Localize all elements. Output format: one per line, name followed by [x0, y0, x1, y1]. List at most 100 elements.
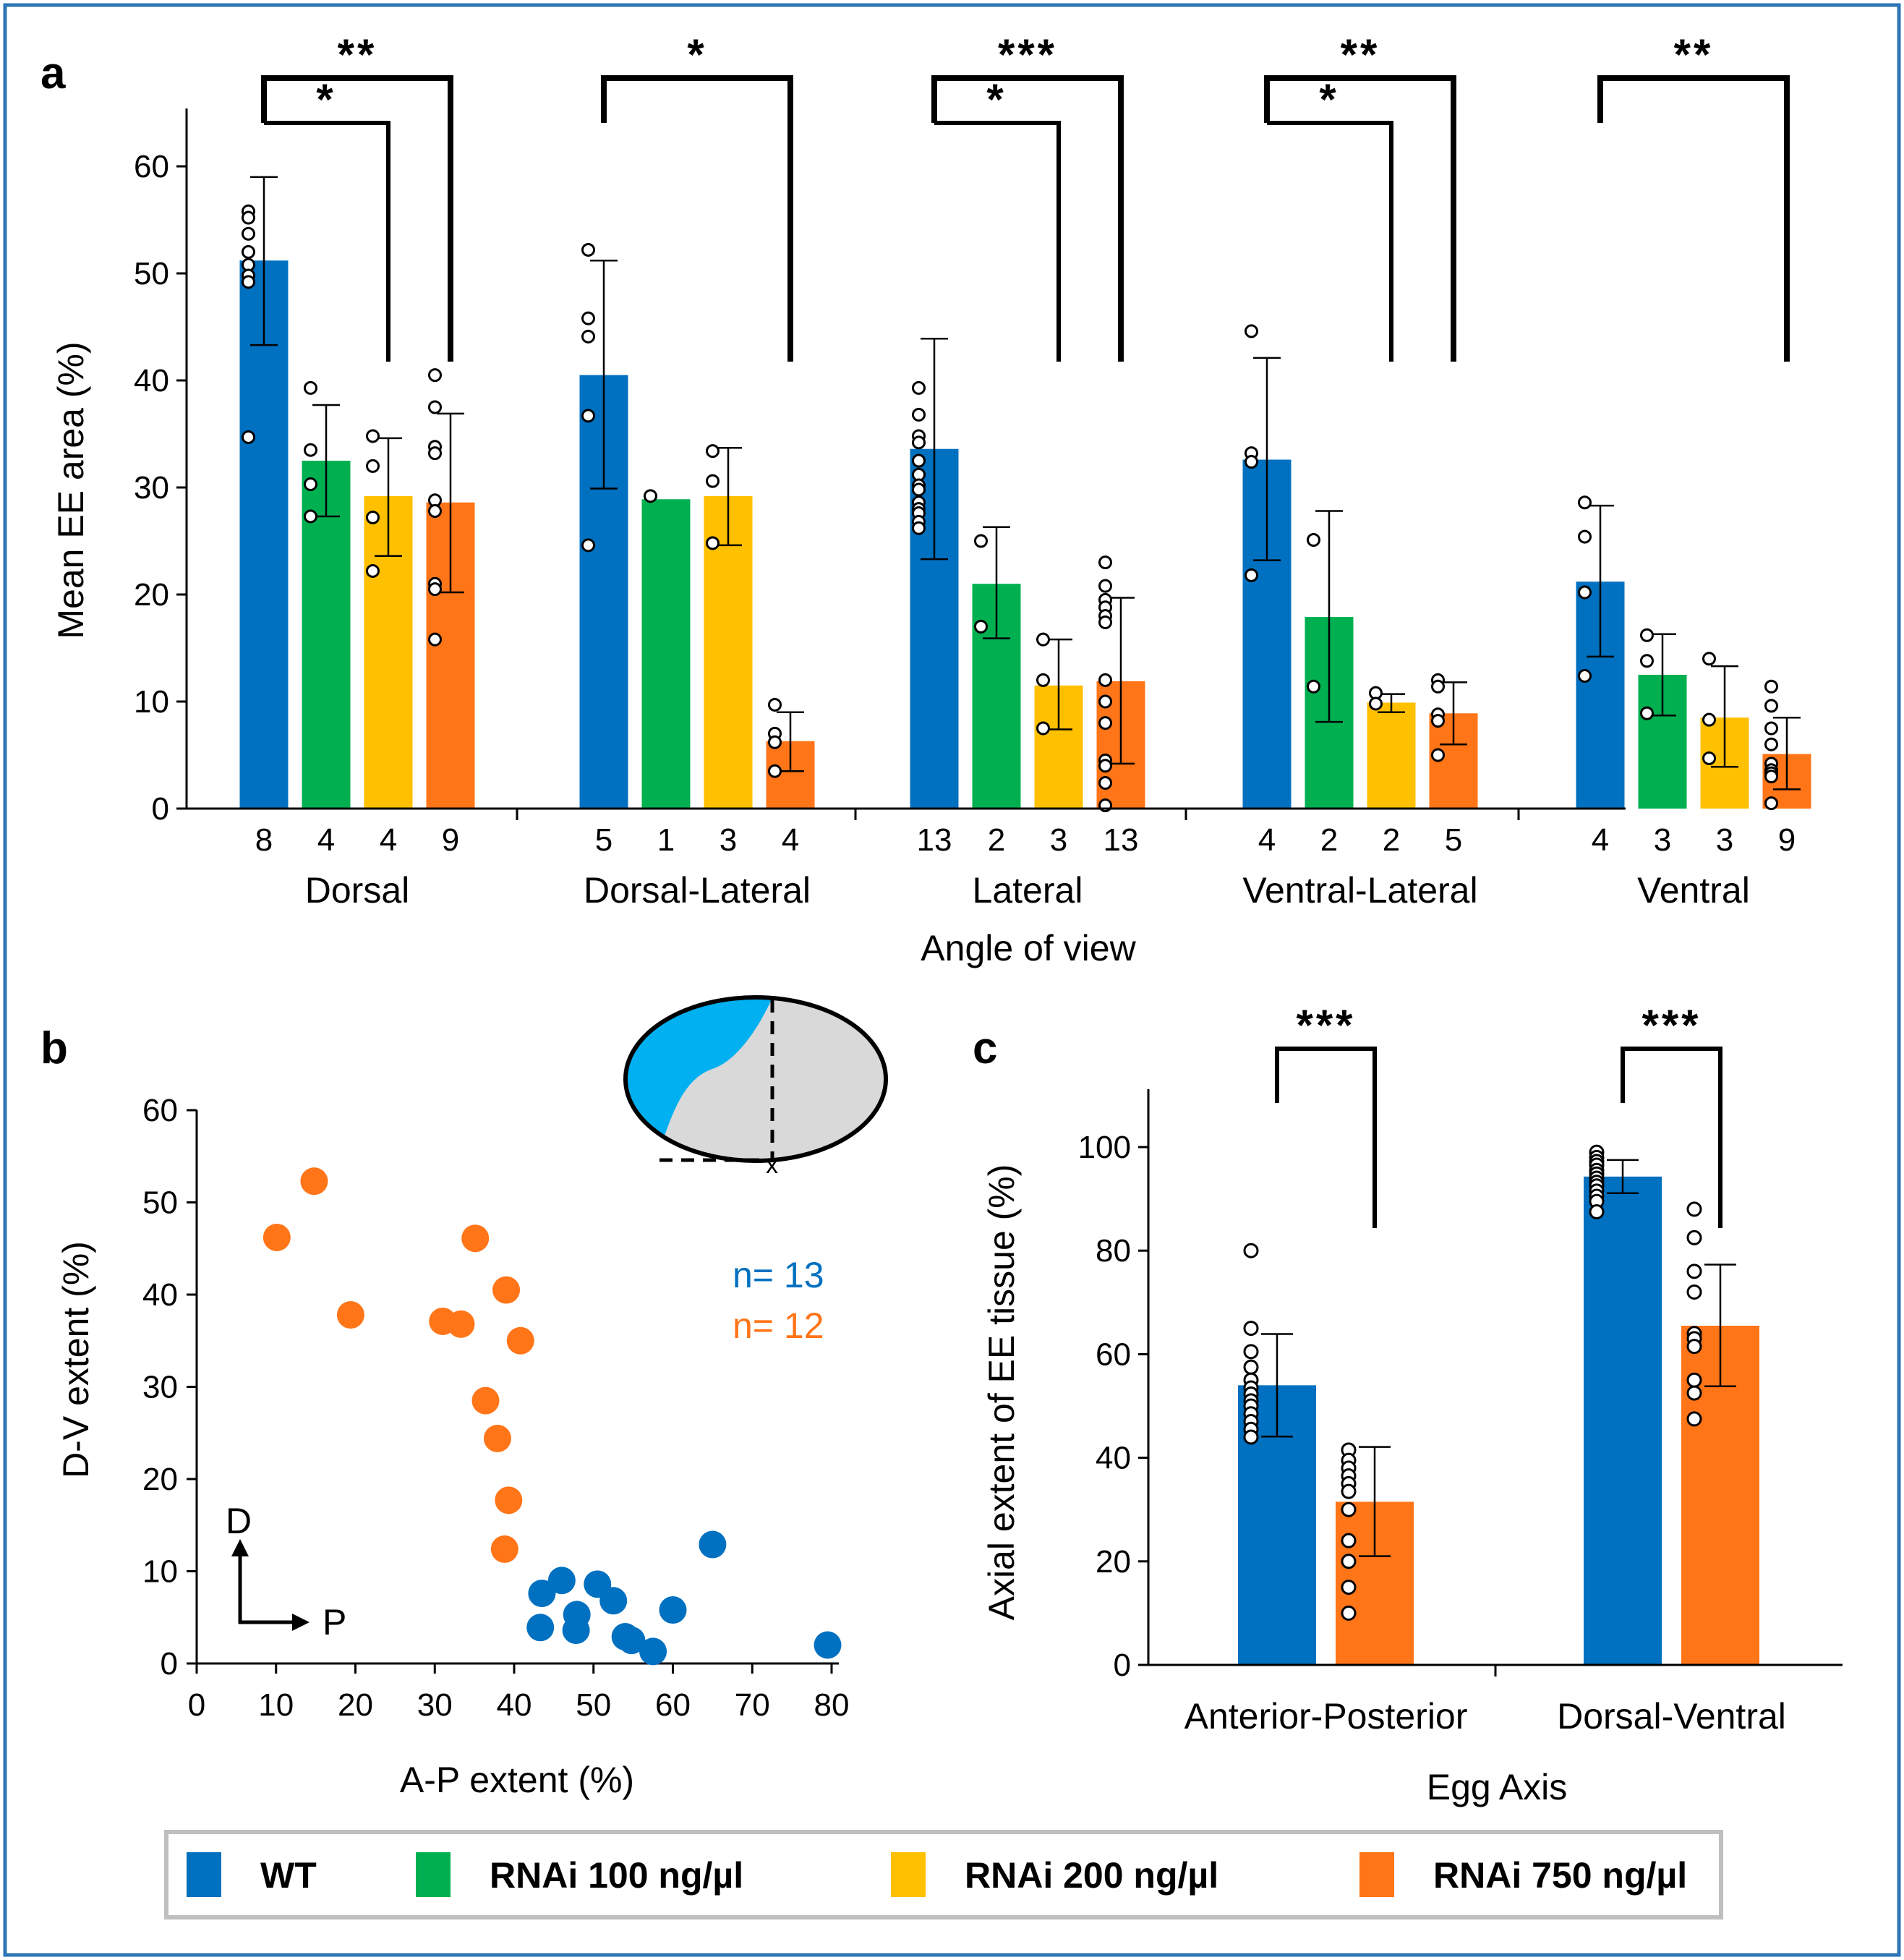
panel-a-x-axis-title: Angle of view [921, 928, 1136, 968]
panel-a-y-axis-title: Mean EE area (%) [51, 341, 91, 639]
group-lateral-n-label: 13 [1103, 822, 1139, 858]
group-lateral-n-label: 3 [1050, 822, 1067, 858]
group-ventral-data-point [1640, 628, 1654, 642]
group-ventral-lateral-data-point [1307, 679, 1320, 694]
group-dorsal-lateral-label: Dorsal-Lateral [584, 870, 811, 911]
group-dorsal-lateral-data-point [768, 697, 782, 712]
group-dorsal-significance-bracket [261, 75, 453, 362]
rnai-scatter-point [300, 1167, 328, 1196]
panel-b-axes: 0 10 20 30 40 50 60 0 10 20 30 40 50 60 70 80 [142, 1093, 849, 1723]
group-ventral-lateral-data-point [1307, 533, 1320, 547]
group-lateral-data-point [912, 521, 926, 535]
group-dorsal-data-point [242, 244, 255, 259]
group-ventral-lateral-bar [1367, 702, 1416, 809]
panel-c-significance: *** *** [1275, 1001, 1722, 1228]
dorsal-label: D [226, 1501, 252, 1541]
group-dorsal-bar [239, 260, 289, 809]
panel-b-y-axis-title: D-V extent (%) [56, 1241, 96, 1478]
group-ventral-lateral-data-point [1369, 696, 1383, 711]
legend-label-rnai-200: RNAi 200 ng/µl [965, 1855, 1218, 1896]
panel-a-axes: 0 10 20 30 40 50 60 Dorsal Dorsal-Lateral Lateral… [134, 108, 1750, 911]
group-dorsal-data-point [366, 563, 380, 578]
panel-c-bars [1238, 1144, 1759, 1665]
y-tick-label: 0 [1114, 1648, 1131, 1683]
group-dorsal-lateral-significance-stars: * [687, 30, 706, 79]
legend-swatch-rnai-100 [416, 1852, 451, 1897]
panel-c-letter: c [973, 1023, 997, 1073]
panel-b-letter: b [40, 1023, 68, 1073]
dorsal-arrow-head [231, 1539, 249, 1556]
group-anterior-posterior-significance-bracket [1275, 1047, 1377, 1228]
group-ventral-data-point [1702, 712, 1716, 727]
y-tick-label: 60 [1096, 1337, 1131, 1372]
x-tick-label: 80 [814, 1687, 850, 1723]
group-ventral-lateral-label: Ventral-Lateral [1242, 870, 1477, 911]
group-dorsal-lateral-data-point [581, 242, 595, 257]
legend-label-rnai-100: RNAi 100 ng/µl [490, 1855, 743, 1896]
y-tick-label: 40 [1096, 1441, 1131, 1476]
x-tick-label: 30 [417, 1687, 453, 1723]
group-dorsal-ventral-significance-bracket [1621, 1047, 1722, 1228]
legend-swatch-wt [187, 1852, 221, 1897]
x-tick-label: 50 [576, 1687, 611, 1723]
group-dorsal-lateral-data-point [706, 536, 720, 550]
panel-c-chart: *** *** 0 20 40 60 80 100 Anterior-Posterior Dor… [981, 1001, 1843, 1807]
posterior-arrow-head [292, 1614, 309, 1631]
group-dorsal-ventral-data-point [1686, 1230, 1702, 1245]
panel-b-chart: 0 10 20 30 40 50 60 0 10 20 30 40 50 60 70 80 D-V exten… [56, 995, 888, 1800]
group-ventral-data-point [1764, 737, 1778, 751]
group-dorsal-ventral-data-point [1686, 1201, 1702, 1217]
rnai-scatter-point [447, 1310, 475, 1338]
group-dorsal-data-point [428, 446, 442, 461]
group-lateral-data-point [1098, 716, 1112, 730]
egg-inset: x [623, 995, 888, 1179]
y-tick-label: 40 [142, 1277, 178, 1313]
group-ventral-lateral-significance-bracket [1264, 75, 1456, 362]
group-ventral-data-point [1702, 652, 1716, 666]
x-tick-label: 70 [735, 1687, 770, 1723]
group-lateral-n-label: 2 [988, 822, 1005, 858]
x-tick-label: 0 [188, 1687, 205, 1723]
wt-scatter-point [814, 1631, 842, 1659]
group-ventral-data-point [1640, 706, 1654, 720]
rnai-scatter-point [262, 1223, 291, 1251]
group-dorsal-label: Dorsal [305, 870, 409, 911]
group-ventral-lateral-data-point [1245, 568, 1258, 582]
group-dorsal-data-point [242, 275, 255, 289]
y-tick-label: 20 [142, 1462, 178, 1497]
group-anterior-posterior-data-point [1341, 1501, 1357, 1517]
y-tick-label: 10 [134, 684, 169, 720]
group-dorsal-significance-stars: * [316, 75, 336, 124]
group-lateral-data-point [1098, 694, 1112, 709]
group-dorsal-ventral-data-point [1686, 1284, 1702, 1300]
group-lateral-data-point [1098, 555, 1112, 570]
group-ventral-data-point [1578, 668, 1592, 683]
group-ventral-n-label: 3 [1654, 822, 1671, 858]
y-tick-label: 80 [1096, 1233, 1131, 1269]
group-lateral-data-point [912, 380, 926, 395]
group-anterior-posterior-data-point [1243, 1321, 1259, 1337]
group-dorsal-lateral-data-point [706, 444, 720, 459]
y-tick-label: 0 [152, 791, 169, 827]
panel-b-points [262, 1167, 842, 1666]
panel-a-bars: 8 4 4 9 5 1 3 4 13 2 3 13 4 2 2 5 4 3 3 9 [239, 176, 1811, 858]
group-anterior-posterior-data-point [1341, 1580, 1357, 1595]
group-dorsal-data-point [304, 509, 317, 524]
group-lateral-data-point [912, 407, 926, 422]
group-ventral-lateral-data-point [1431, 714, 1445, 728]
group-ventral-lateral-n-label: 2 [1320, 822, 1338, 858]
group-ventral-lateral-data-point [1431, 679, 1445, 694]
group-dorsal-n-label: 9 [442, 822, 459, 858]
group-dorsal-ventral-label: Dorsal-Ventral [1557, 1696, 1786, 1737]
group-ventral-lateral-significance-bracket [1267, 121, 1393, 362]
rnai-scatter-point [492, 1276, 521, 1304]
wt-scatter-point [547, 1567, 576, 1595]
panel-b-x-axis-title: A-P extent (%) [400, 1760, 634, 1800]
group-lateral-data-point [974, 534, 988, 548]
group-dorsal-ventral-data-point [1686, 1339, 1702, 1355]
group-lateral-significance-bracket [934, 121, 1061, 362]
rnai-scatter-point [461, 1224, 490, 1253]
group-dorsal-lateral-n-label: 5 [595, 822, 612, 858]
group-ventral-significance-bracket [1597, 75, 1790, 362]
wt-scatter-point [528, 1580, 556, 1608]
